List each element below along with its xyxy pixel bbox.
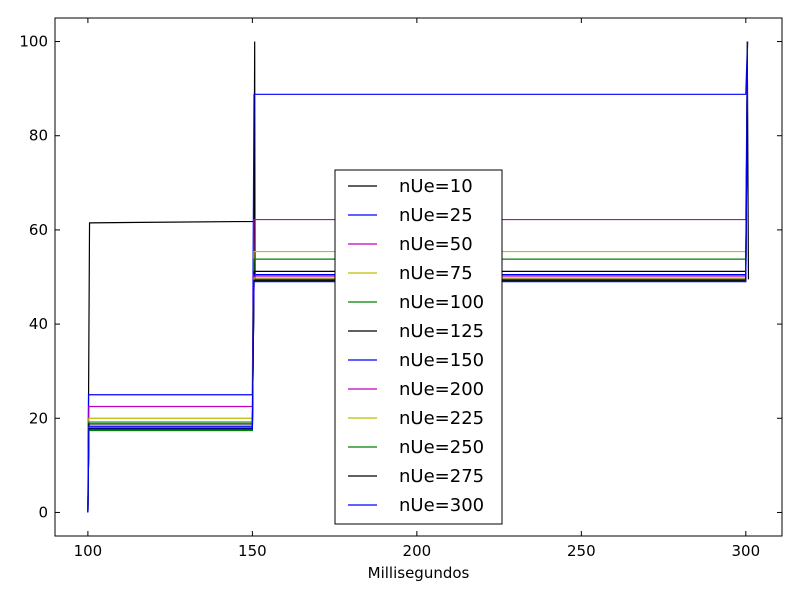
y-axis: 0 20 40 60 80 100: [19, 33, 782, 521]
legend-label: nUe=225: [399, 408, 484, 429]
legend-box: [334, 169, 503, 525]
legend-label: nUe=150: [399, 350, 484, 371]
legend: nUe=10 nUe=25 nUe=50 nUe=75 nUe=100 nUe=125 nU…: [334, 169, 503, 525]
y-tick-label: 100: [19, 33, 48, 51]
y-tick-label: 40: [29, 315, 48, 333]
legend-item: nUe=100: [348, 292, 484, 313]
legend-item: nUe=75: [348, 263, 473, 284]
legend-label: nUe=200: [399, 379, 484, 400]
legend-label: nUe=125: [399, 321, 484, 342]
x-tick-label: 250: [567, 542, 596, 560]
legend-label: nUe=25: [399, 205, 473, 226]
y-tick-label: 80: [29, 127, 48, 145]
legend-item: nUe=225: [348, 408, 484, 429]
legend-label: nUe=75: [399, 263, 473, 284]
legend-item: nUe=300: [348, 495, 484, 516]
legend-label: nUe=275: [399, 466, 484, 487]
legend-item: nUe=25: [348, 205, 473, 226]
y-tick-label: 20: [29, 409, 48, 427]
series-line-nue-300: [87, 41, 749, 513]
legend-label: nUe=100: [399, 292, 484, 313]
plot-frame: [54, 17, 783, 537]
x-tick-label: 300: [731, 542, 760, 560]
x-tick-label: 100: [74, 542, 103, 560]
y-tick-label: 60: [29, 221, 48, 239]
legend-item: nUe=275: [348, 466, 484, 487]
legend-item: nUe=200: [348, 379, 484, 400]
legend-item: nUe=50: [348, 234, 473, 255]
y-tick-label: 0: [38, 503, 48, 521]
plot-lines: [87, 41, 750, 513]
x-tick-label: 150: [238, 542, 267, 560]
legend-item: nUe=150: [348, 350, 484, 371]
legend-label: nUe=10: [399, 176, 473, 197]
legend-item: nUe=125: [348, 321, 484, 342]
x-axis-label: Millisegundos: [368, 564, 470, 582]
legend-label: nUe=250: [399, 437, 484, 458]
legend-item: nUe=250: [348, 437, 484, 458]
legend-label: nUe=300: [399, 495, 484, 516]
legend-label: nUe=50: [399, 234, 473, 255]
x-tick-label: 200: [403, 542, 432, 560]
legend-item: nUe=10: [348, 176, 473, 197]
x-axis: 100 150 200 250 300: [74, 18, 760, 560]
